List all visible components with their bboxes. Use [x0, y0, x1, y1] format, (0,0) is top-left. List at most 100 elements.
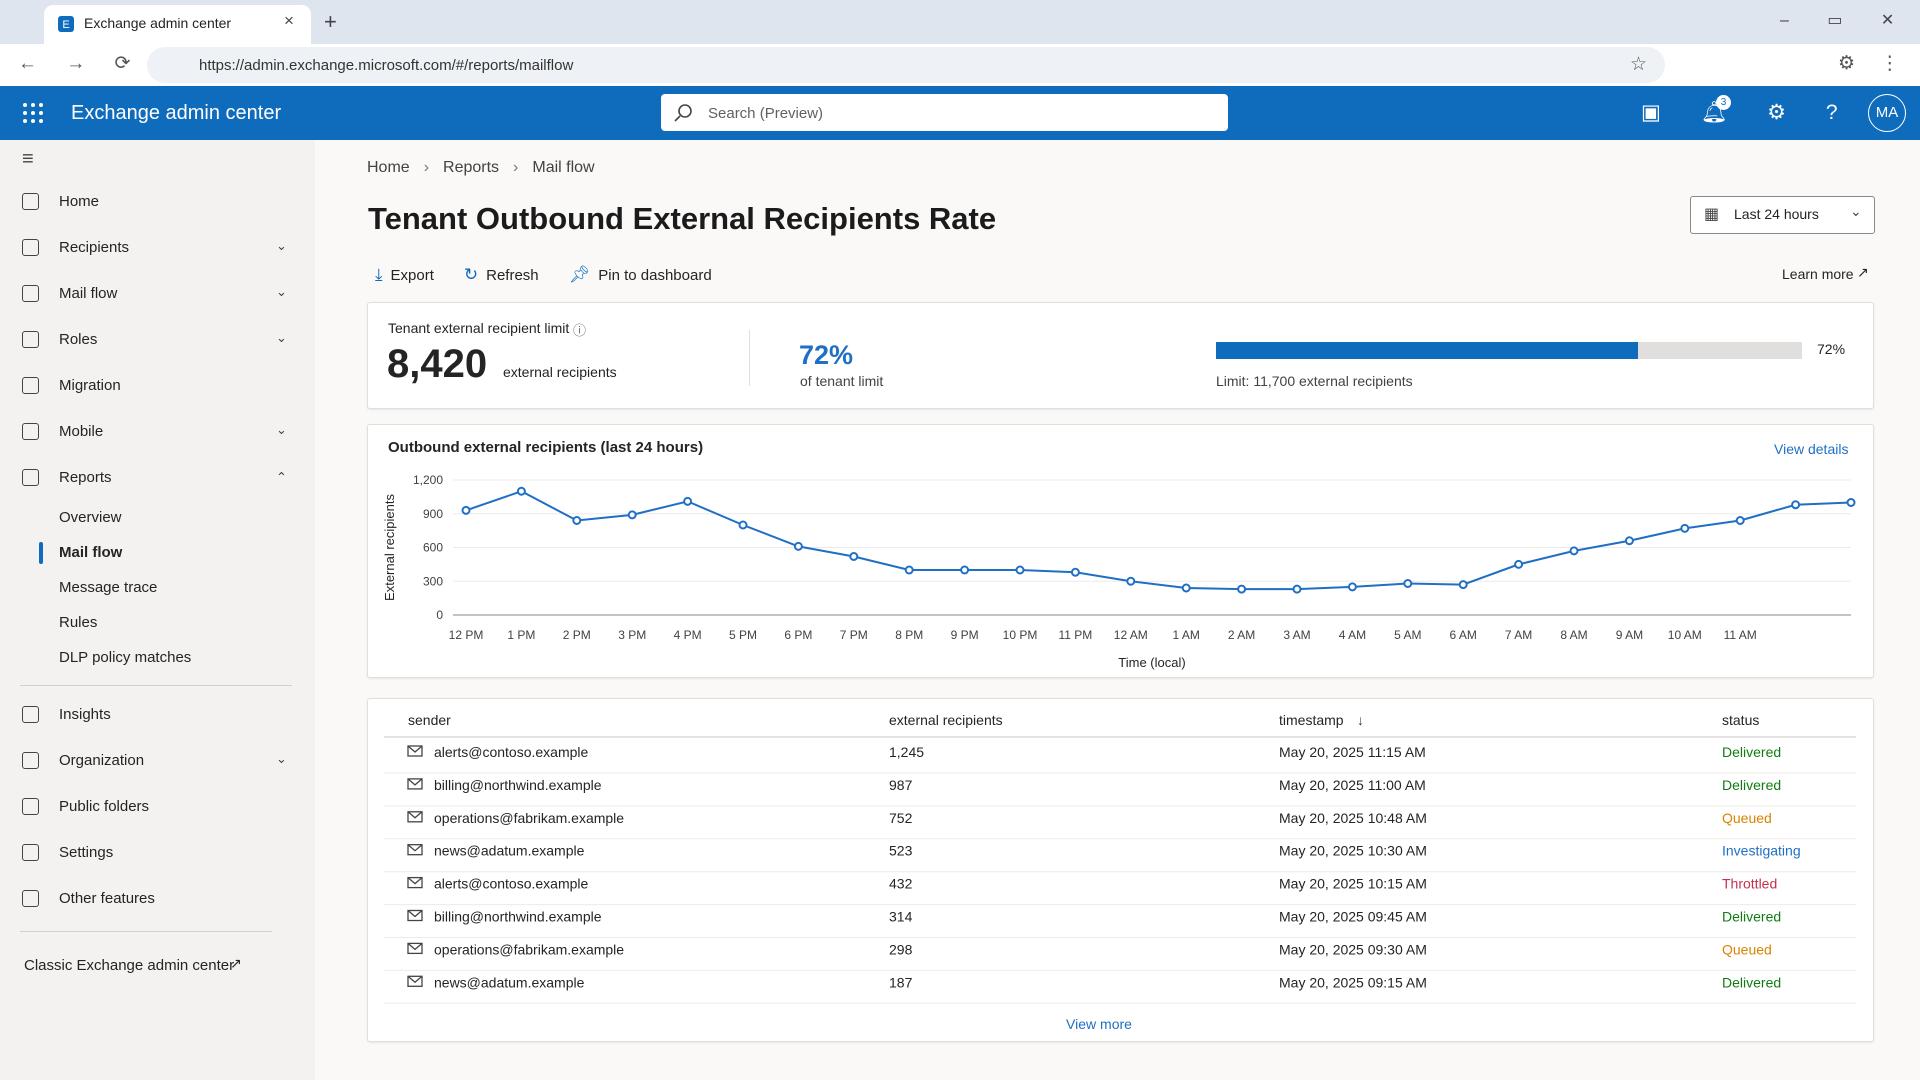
nav-subitem[interactable]: Mail flow	[59, 544, 123, 561]
table-cell: billing@northwind.example	[434, 909, 602, 925]
nav-item[interactable]: Mobile	[59, 423, 104, 440]
mail-icon	[407, 876, 423, 889]
nav-icon	[22, 377, 39, 394]
table-row[interactable]: operations@fabrikam.example 298 May 20, 20…	[407, 941, 1772, 957]
nav-subitem[interactable]: Message trace	[59, 579, 158, 596]
nav-item[interactable]: Organization	[59, 752, 145, 769]
table-row[interactable]: billing@northwind.example 987 May 20, 2025…	[407, 777, 1781, 793]
x-tick-label: 2 PM	[563, 628, 591, 642]
nav-subitem[interactable]: Rules	[59, 614, 98, 631]
x-tick-label: 1 AM	[1173, 628, 1200, 642]
data-point	[572, 516, 582, 525]
browser-menu[interactable]: ⚙ ⋮	[1838, 53, 1900, 74]
table-row[interactable]: operations@fabrikam.example 752 May 20, 20…	[407, 810, 1772, 826]
y-tick-label: 300	[423, 574, 443, 588]
view-more[interactable]: View more	[1066, 1016, 1132, 1032]
action-button[interactable]: Refresh	[486, 267, 539, 284]
search-box[interactable]	[661, 94, 1228, 131]
data-point	[1347, 582, 1357, 592]
new-tab[interactable]: +	[324, 9, 337, 34]
data-point	[1126, 576, 1136, 586]
table-cell: 298	[889, 941, 913, 957]
launcher-dots	[23, 103, 43, 123]
x-tick-label: 9 PM	[951, 628, 979, 642]
address-bar[interactable]	[147, 47, 1665, 83]
breadcrumb-item[interactable]: Home	[367, 159, 410, 176]
nav-chevron: ⌄	[276, 751, 287, 766]
action-button[interactable]: Pin to dashboard	[598, 267, 712, 284]
nav-item[interactable]: Insights	[59, 706, 111, 723]
chart-card	[367, 424, 1874, 678]
bookmark-star[interactable]: ☆	[1630, 54, 1648, 75]
mail-icon-flap	[407, 844, 423, 852]
line-series	[465, 490, 1852, 591]
mail-icon-flap	[407, 942, 423, 951]
x-tick-label: 12 AM	[1114, 628, 1148, 642]
x-tick-label: 10 AM	[1668, 628, 1702, 642]
search-icon	[674, 104, 692, 122]
table-row[interactable]: alerts@contoso.example 1,245 May 20, 2025 …	[407, 744, 1781, 760]
nav-item[interactable]: Home	[59, 193, 100, 210]
nav-icon	[22, 798, 39, 815]
data-point	[1735, 516, 1745, 525]
table-row[interactable]: news@adatum.example 187 May 20, 2025 09:15…	[407, 974, 1781, 990]
table-cell: Queued	[1722, 941, 1772, 957]
nav-item[interactable]: Reports	[59, 469, 112, 486]
view-details[interactable]: View details	[1774, 441, 1849, 457]
table-cell: alerts@contoso.example	[434, 744, 589, 760]
app-launcher[interactable]	[22, 102, 44, 124]
data-point	[1569, 546, 1579, 556]
table-cell: Delivered	[1722, 974, 1781, 990]
x-tick-label: 7 PM	[840, 628, 868, 642]
breadcrumb-item[interactable]: Reports	[443, 159, 500, 176]
search-placeholder: Search (Preview)	[708, 105, 824, 122]
nav-subitem[interactable]: DLP policy matches	[59, 649, 192, 666]
data-point	[793, 541, 803, 551]
date-range-picker[interactable]	[1690, 196, 1875, 234]
nav-item[interactable]: Migration	[59, 377, 121, 394]
mail-icon-flap	[407, 975, 423, 984]
window-controls[interactable]: – ▭ ✕	[1780, 12, 1895, 29]
avatar[interactable]: MA	[1868, 94, 1906, 132]
nav-item[interactable]: Other features	[59, 890, 155, 907]
tab[interactable]	[44, 5, 311, 44]
table-row[interactable]: billing@northwind.example 314 May 20, 2025…	[407, 909, 1781, 925]
table-cell: Queued	[1722, 810, 1772, 826]
nav-item[interactable]: Roles	[59, 331, 98, 348]
sidebar-toggle[interactable]: ≡	[22, 148, 34, 170]
sort-indicator: ↓	[1357, 712, 1364, 728]
breadcrumb-separator: ›	[423, 159, 430, 176]
data-point	[1458, 580, 1468, 590]
data-point	[1015, 565, 1025, 575]
table-cell: May 20, 2025 09:30 AM	[1279, 941, 1427, 957]
page-title: Tenant Outbound External Recipients Rate	[368, 201, 997, 236]
x-tick-label: 3 AM	[1283, 628, 1310, 642]
nav-item[interactable]: Mail flow	[59, 285, 118, 302]
table-cell: May 20, 2025 11:00 AM	[1279, 777, 1426, 793]
table-cell: May 20, 2025 09:45 AM	[1279, 909, 1427, 925]
nav-item[interactable]: Settings	[59, 844, 114, 861]
table-cell: 187	[889, 974, 913, 990]
column-header: sender	[408, 712, 451, 728]
tab-close[interactable]: ×	[284, 11, 294, 30]
nav-item[interactable]: Public folders	[59, 798, 150, 815]
x-tick-label: 8 AM	[1560, 628, 1587, 642]
action-button[interactable]: Export	[390, 267, 434, 284]
x-tick-label: 11 PM	[1059, 628, 1093, 642]
learn-more[interactable]: Learn more	[1782, 266, 1854, 282]
x-tick-label: 5 AM	[1394, 628, 1421, 642]
nav-buttons[interactable]: ← → ⟳	[18, 53, 131, 74]
x-tick-label: 7 AM	[1505, 628, 1532, 642]
table-cell: billing@northwind.example	[434, 777, 602, 793]
classic-link[interactable]: Classic Exchange admin center	[24, 957, 235, 974]
table-row[interactable]: news@adatum.example 523 May 20, 2025 10:30…	[407, 843, 1801, 859]
nav-subitem[interactable]: Overview	[59, 509, 122, 526]
breadcrumb-item[interactable]: Mail flow	[532, 159, 595, 176]
nav-active-indicator	[39, 542, 43, 564]
header-icons[interactable]: ▣ 🔔︎ ⚙ ?	[1641, 101, 1838, 124]
date-range-chevron: ⌄	[1850, 203, 1862, 219]
nav-item[interactable]: Recipients	[59, 239, 130, 256]
nav-chevron: ⌄	[276, 330, 287, 345]
nav-icon	[22, 469, 39, 486]
table-row[interactable]: alerts@contoso.example 432 May 20, 2025 10…	[407, 876, 1777, 892]
